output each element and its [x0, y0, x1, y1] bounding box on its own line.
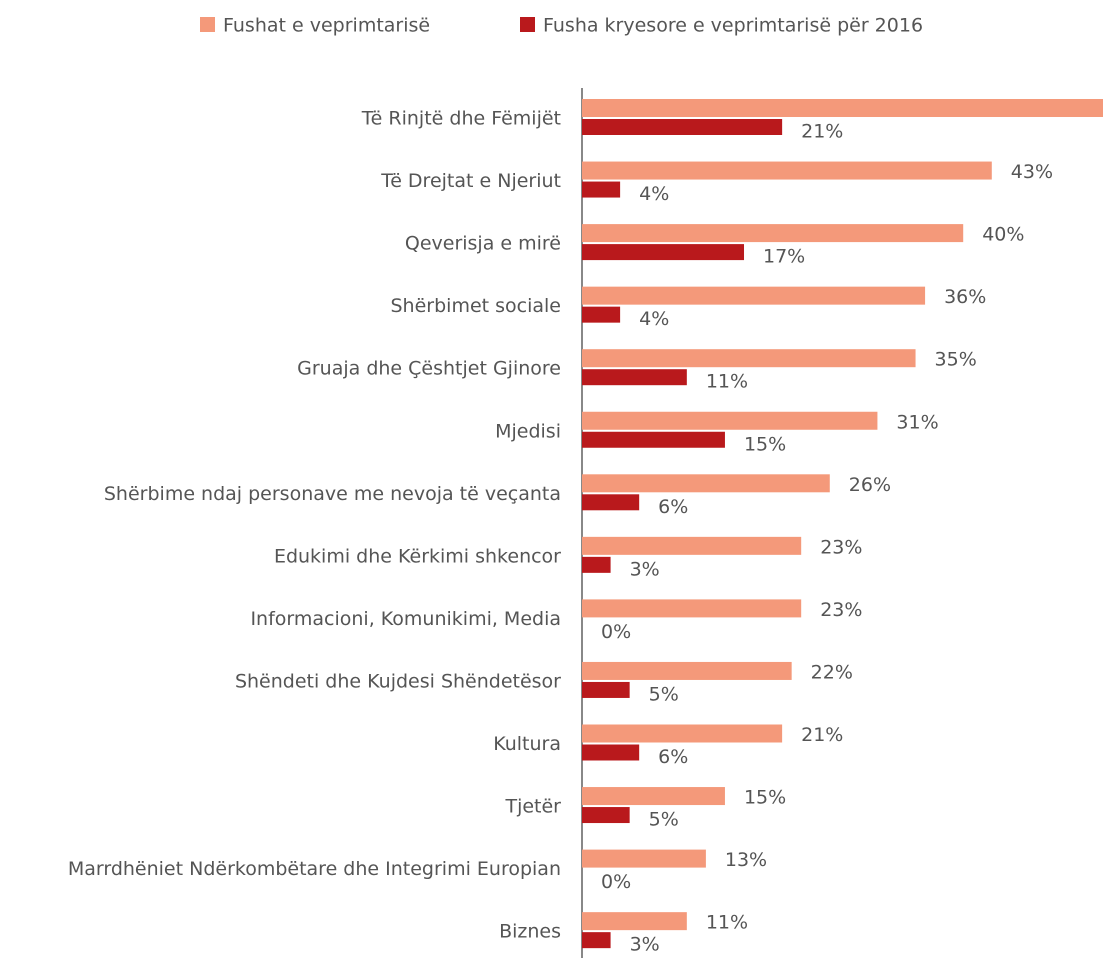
value-label: 13% — [725, 849, 767, 871]
value-label: 21% — [801, 724, 843, 746]
bar — [582, 932, 611, 949]
value-label: 3% — [630, 934, 660, 956]
bar — [582, 161, 992, 180]
value-label: 11% — [706, 912, 748, 934]
value-label: 43% — [1011, 161, 1053, 183]
value-label: 4% — [639, 183, 669, 205]
bar — [582, 681, 630, 698]
bar — [582, 99, 1103, 117]
category-label: Edukimi dhe Kërkimi shkencor — [274, 545, 561, 567]
bar — [582, 411, 878, 430]
category-label: Tjetër — [504, 796, 561, 818]
value-label: 17% — [763, 246, 805, 268]
category-label: Informacioni, Komunikimi, Media — [250, 608, 561, 630]
value-label: 26% — [849, 474, 891, 496]
legend-swatch — [200, 17, 215, 32]
bar — [582, 224, 964, 243]
category-label: Shërbime ndaj personave me nevoja të veç… — [104, 483, 561, 505]
category-label: Mjedisi — [495, 420, 561, 442]
bar — [582, 912, 687, 931]
bar — [582, 244, 745, 261]
value-label: 5% — [649, 683, 679, 705]
bar — [582, 724, 783, 743]
bar — [582, 556, 611, 573]
bar — [582, 349, 916, 368]
bar — [582, 787, 725, 806]
category-label: Qeverisja e mirë — [405, 233, 561, 255]
value-label: 5% — [649, 809, 679, 831]
value-label: 4% — [639, 308, 669, 330]
category-label: Shëndeti dhe Kujdesi Shëndetësor — [235, 670, 561, 692]
bar — [582, 306, 621, 323]
value-label: 11% — [706, 371, 748, 393]
value-label: 15% — [744, 433, 786, 455]
legend-swatch — [520, 17, 535, 32]
bar — [582, 661, 792, 680]
bar — [582, 536, 802, 555]
value-label: 15% — [744, 787, 786, 809]
bar — [582, 599, 802, 618]
bar — [582, 807, 630, 824]
value-label: 31% — [896, 411, 938, 433]
bar — [582, 286, 926, 305]
value-label: 0% — [601, 621, 631, 643]
bar — [582, 849, 706, 868]
legend-label: Fushat e veprimtarisë — [223, 15, 430, 37]
value-label: 3% — [630, 558, 660, 580]
value-label: 6% — [658, 496, 688, 518]
value-label: 23% — [820, 599, 862, 621]
value-label: 21% — [801, 121, 843, 143]
value-label: 0% — [601, 871, 631, 893]
bar — [582, 119, 783, 135]
value-label: 23% — [820, 536, 862, 558]
bar — [582, 744, 640, 761]
value-label: 36% — [944, 286, 986, 308]
category-label: Të Drejtat e Njeriut — [380, 170, 561, 192]
value-label: 35% — [935, 349, 977, 371]
bar — [582, 431, 725, 448]
category-label: Marrdhëniet Ndërkombëtare dhe Integrimi … — [68, 858, 561, 880]
value-label: 40% — [982, 224, 1024, 246]
category-label: Të Rinjtë dhe Fëmijët — [361, 108, 561, 130]
legend-label: Fusha kryesore e veprimtarisë për 2016 — [543, 15, 923, 37]
category-label: Shërbimet sociale — [391, 295, 562, 317]
category-label: Gruaja dhe Çështjet Gjinore — [297, 358, 561, 380]
value-label: 6% — [658, 746, 688, 768]
category-label: Biznes — [499, 921, 561, 943]
value-label: 22% — [811, 661, 853, 683]
bar — [582, 369, 687, 386]
category-label: Kultura — [493, 733, 561, 755]
bar — [582, 474, 830, 493]
bar — [582, 494, 640, 511]
bar — [582, 181, 621, 198]
